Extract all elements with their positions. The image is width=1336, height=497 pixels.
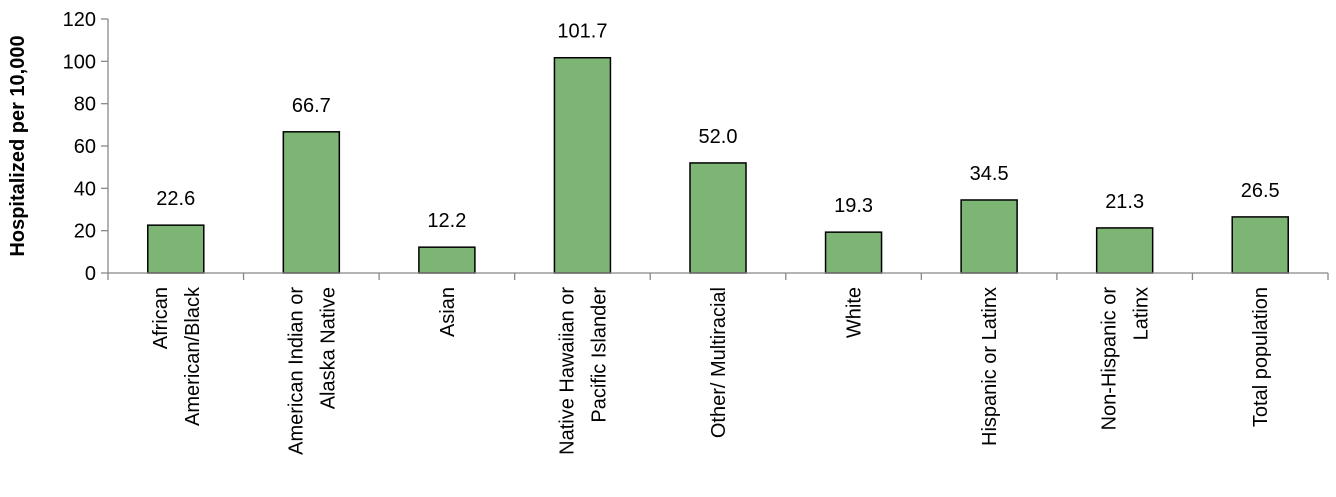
data-label: 22.6: [156, 188, 195, 210]
bar: [824, 231, 883, 274]
data-label: 101.7: [557, 21, 607, 43]
category-label-line: Alaska Native: [317, 287, 339, 409]
category-label-line: Other/ Multiracial: [708, 287, 730, 438]
data-label: 26.5: [1241, 180, 1280, 202]
category-label: Hispanic or Latinx: [979, 287, 1001, 446]
x-axis: African American/Black American Indian or A…: [107, 272, 1329, 455]
category-label: Total population: [1250, 287, 1272, 427]
data-label: 21.3: [1105, 191, 1144, 213]
category-label-line: American/Black: [182, 286, 204, 426]
bar: [689, 162, 747, 274]
category-label-line: Latinx: [1131, 287, 1153, 340]
y-tick-label: 60: [74, 136, 96, 158]
bar: [960, 199, 1018, 274]
bar: [1231, 216, 1289, 274]
category-label: White: [844, 287, 866, 338]
y-tick-label: 120: [63, 9, 96, 31]
bars: 22.6 66.7 12.2 101.7 52.0 19.3 34.5 21.3 26.5: [147, 21, 1289, 274]
category-label: Native Hawaiian or Pacific Islander: [556, 287, 610, 455]
category-label-line: Hispanic or Latinx: [979, 287, 1001, 446]
y-axis: 0 20 40 60 80 100 120: [63, 9, 109, 285]
category-label: Other/ Multiracial: [708, 287, 730, 438]
y-tick-label: 40: [74, 178, 96, 200]
bar: [553, 56, 612, 274]
y-tick-label: 100: [63, 51, 96, 73]
y-tick-label: 0: [85, 263, 96, 285]
bar: [282, 131, 341, 274]
category-label: Non-Hispanic or Latinx: [1099, 287, 1153, 431]
category-label-line: Asian: [437, 287, 459, 337]
data-label: 34.5: [970, 163, 1009, 185]
category-label-line: Non-Hispanic or: [1099, 287, 1121, 431]
y-tick-label: 20: [74, 221, 96, 243]
category-label-line: Pacific Islander: [588, 287, 610, 423]
category-label: Asian: [437, 287, 459, 337]
category-label-line: African: [150, 287, 172, 349]
bar: [1095, 227, 1154, 274]
category-label-line: White: [844, 287, 866, 338]
category-label-line: American Indian or: [285, 287, 307, 455]
category-label: American Indian or Alaska Native: [285, 287, 339, 455]
category-label-line: Total population: [1250, 287, 1272, 427]
y-tick-label: 80: [74, 94, 96, 116]
category-label: African American/Black: [150, 286, 204, 426]
bar: [147, 224, 205, 274]
bar: [418, 246, 476, 274]
data-label: 66.7: [292, 95, 331, 117]
y-axis-title: Hospitalized per 10,000: [7, 35, 29, 256]
data-label: 12.2: [427, 210, 466, 232]
category-label-line: Native Hawaiian or: [556, 287, 578, 455]
data-label: 19.3: [834, 195, 873, 217]
data-label: 52.0: [699, 126, 738, 148]
